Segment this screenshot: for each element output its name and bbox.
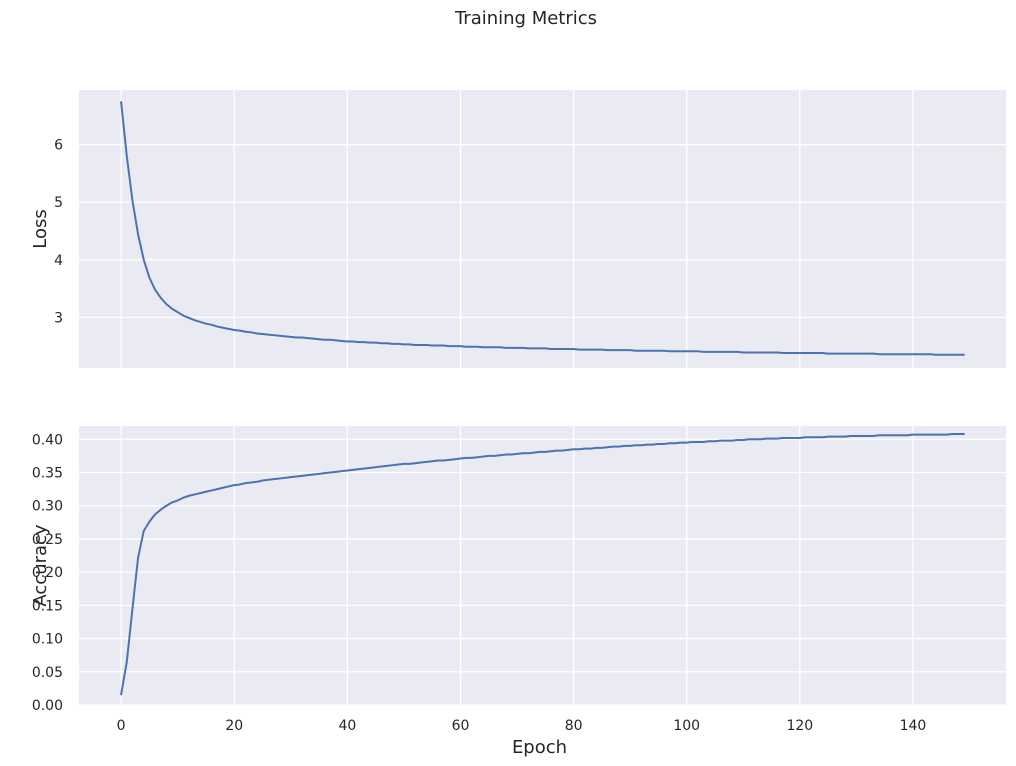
y-tick-label: 0.30 [32, 499, 63, 515]
x-tick-label: 100 [673, 718, 700, 734]
x-tick-label: 40 [338, 718, 356, 734]
y-tick-label: 0.15 [32, 598, 63, 614]
x-tick-label: 120 [786, 718, 813, 734]
y-axis-label: Loss [30, 209, 51, 248]
loss-panel: 3 4 5 6 Loss [30, 90, 1006, 368]
x-axis-label: Epoch [512, 737, 567, 758]
x-tick-label: 20 [225, 718, 243, 734]
loss-series-line [120, 101, 965, 356]
y-tick-label: 3 [54, 310, 63, 326]
figure-title: Training Metrics [454, 8, 597, 29]
y-tick-label: 0.05 [32, 665, 63, 681]
y-tick-label: 4 [54, 253, 63, 269]
y-tick-label: 0.20 [32, 565, 63, 581]
x-tick-label: 80 [565, 718, 583, 734]
plot-area [79, 90, 1006, 368]
y-axis-label: Accuracy [30, 524, 51, 607]
x-tick-label: 140 [900, 718, 927, 734]
plot-area [79, 426, 1006, 705]
y-tick-label: 0.40 [32, 432, 63, 448]
accuracy-series-line [120, 432, 965, 696]
y-tick-label: 0.25 [32, 532, 63, 548]
x-tick-label: 0 [117, 718, 126, 734]
accuracy-panel: 0.00 0.05 0.10 0.15 0.20 0.25 0.30 0.35 0.40 0 20 4… [30, 426, 1006, 758]
y-tick-label: 5 [54, 195, 63, 211]
y-tick-label: 6 [54, 138, 63, 154]
y-tick-label: 0.35 [32, 466, 63, 482]
y-tick-label: 0.10 [32, 632, 63, 648]
x-tick-label: 60 [452, 718, 470, 734]
y-tick-label: 0.00 [32, 698, 63, 714]
